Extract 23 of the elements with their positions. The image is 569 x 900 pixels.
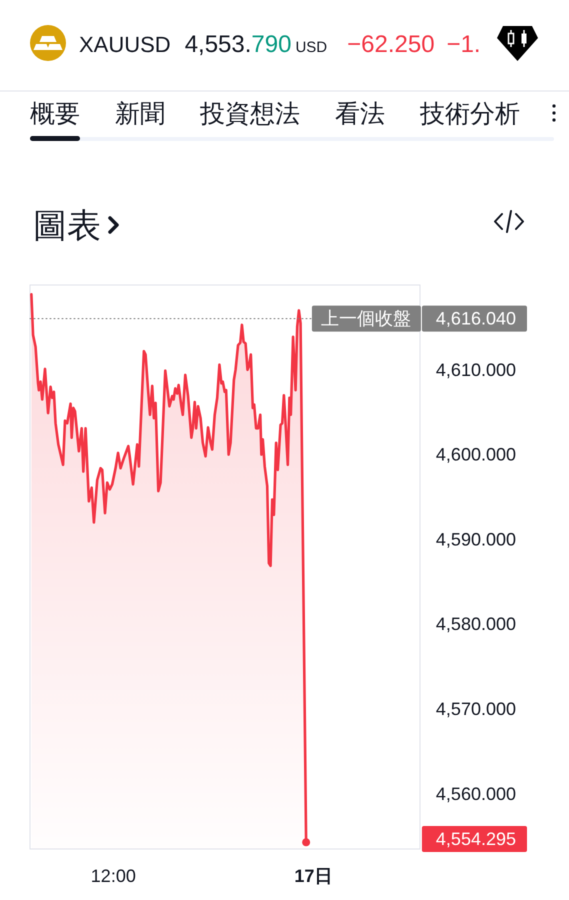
x-tick-label: 12:00 — [90, 866, 136, 886]
text: 新聞 — [115, 100, 165, 128]
last-price-tag: 4,554.295 — [422, 826, 527, 852]
ref-line-label: 上一個收盤 — [320, 308, 411, 329]
ref-line-label: 上一個收盤 — [312, 306, 421, 332]
y-tick-label: 4,570.000 — [436, 699, 516, 720]
chart-title: XAUUSD — [79, 32, 171, 57]
y-tick-label: 4,590.000 — [436, 529, 516, 550]
text: 投資想法 — [199, 100, 300, 128]
y-tick-label: 4,600.000 — [436, 444, 516, 465]
y-tick-label: 4,560.000 — [436, 784, 516, 804]
text: 4,553.790 — [184, 31, 292, 58]
text: USD — [295, 39, 328, 56]
y-tick-label: 4,610.000 — [436, 360, 516, 380]
text: −62.250 — [347, 31, 435, 58]
text: 看法 — [335, 100, 385, 128]
text: 技術分析 — [419, 100, 520, 128]
chart-subtitle: 圖表 — [33, 207, 101, 245]
text: 概要 — [30, 100, 80, 128]
x-tick-label: 17日 — [294, 866, 332, 886]
y-tick-label: 4,580.000 — [436, 614, 516, 634]
ref-line-value: 4,616.040 — [422, 306, 527, 332]
text: −1. — [446, 31, 481, 58]
